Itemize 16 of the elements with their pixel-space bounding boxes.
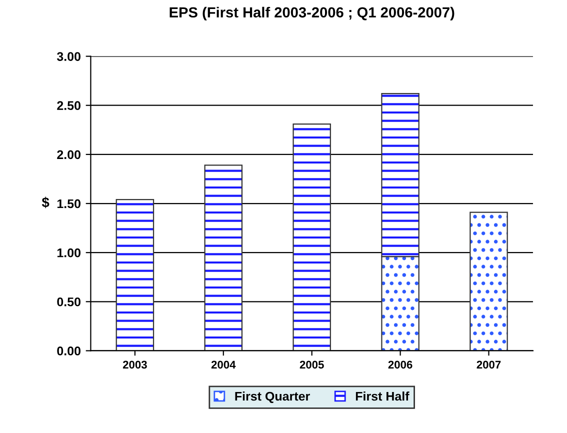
x-tick-label: 2004 xyxy=(211,360,236,369)
x-tick-label: 2003 xyxy=(122,360,147,369)
y-axis-title: $ xyxy=(42,196,50,208)
x-tick-label: 2006 xyxy=(388,360,412,369)
y-tick-label: 0.00 xyxy=(57,346,80,356)
y-tick-label: 2.00 xyxy=(57,150,80,160)
y-tick-label: 0.50 xyxy=(57,297,80,306)
y-tick-label: 1.00 xyxy=(57,248,80,258)
legend-label: First Quarter xyxy=(235,391,310,404)
x-tick-label: 2005 xyxy=(300,360,324,369)
chart-title: EPS (First Half 2003-2006 ; Q1 2006-2007) xyxy=(170,6,454,20)
x-tick-label: 2007 xyxy=(476,360,501,369)
legend-label: First Half xyxy=(356,391,410,401)
y-tick-label: 1.50 xyxy=(57,199,80,208)
y-tick-label: 2.50 xyxy=(57,101,80,110)
y-tick-label: 3.00 xyxy=(56,52,80,61)
